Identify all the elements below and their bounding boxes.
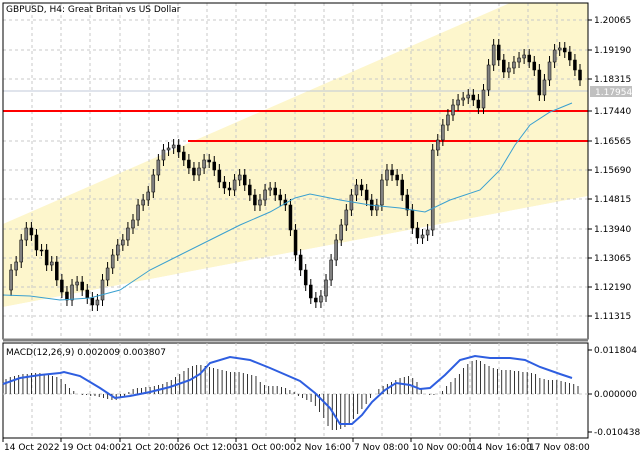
macd-tick-label: 0.011804 (594, 346, 637, 356)
candlesticks (9, 39, 582, 311)
moving-average-line (2, 102, 573, 301)
price-tick-label: 1.12190 (594, 283, 631, 293)
price-tick-label: 1.17440 (594, 107, 631, 117)
price-tick-label: 1.15690 (594, 166, 631, 176)
price-tick-label: 1.13065 (594, 254, 631, 264)
time-tick-label: 7 Nov 08:00 (354, 443, 409, 453)
macd-axis: 0.011804 0.000000 -0.010438 (588, 346, 640, 438)
current-price-value: 1.17954 (595, 88, 632, 98)
price-tick-label: 1.16565 (594, 137, 631, 147)
price-axis: 1.20065 1.19190 1.18315 1.17440 1.16565 1.156… (588, 16, 631, 322)
time-tick-label: 21 Oct 20:00 (121, 443, 180, 453)
time-tick-label: 31 Oct 00:00 (237, 443, 296, 453)
time-tick-label: 26 Oct 12:00 (179, 443, 238, 453)
current-price-tag (590, 86, 632, 97)
grid-main (3, 3, 588, 339)
time-tick-label: 19 Oct 04:00 (62, 443, 121, 453)
price-tick-label: 1.18315 (594, 75, 631, 85)
time-tick-label: 2 Nov 16:00 (296, 443, 351, 453)
macd-label: MACD(12,26,9) 0.002009 0.003807 (6, 348, 166, 358)
price-tick-label: 1.19190 (594, 46, 631, 56)
time-axis: 14 Oct 2022 19 Oct 04:00 21 Oct 20:00 26 Oc… (2, 438, 590, 453)
time-tick-label: 14 Nov 16:00 (471, 443, 532, 453)
macd-tick-label: 0.000000 (594, 390, 637, 400)
time-tick-label: 17 Nov 08:00 (529, 443, 590, 453)
macd-tick-label: -0.010438 (594, 428, 640, 438)
price-tick-label: 1.20065 (594, 16, 631, 26)
price-tick-label: 1.13940 (594, 225, 631, 235)
price-tick-label: 1.14815 (594, 195, 631, 205)
macd-signal-line (2, 354, 573, 425)
grid-macd (31, 343, 558, 438)
time-tick-label: 14 Oct 2022 (4, 443, 60, 453)
price-tick-label: 1.11315 (594, 312, 631, 322)
chart-title: GBPUSD, H4: Great Britan vs US Dollar (6, 5, 181, 15)
time-tick-label: 10 Nov 00:00 (412, 443, 473, 453)
